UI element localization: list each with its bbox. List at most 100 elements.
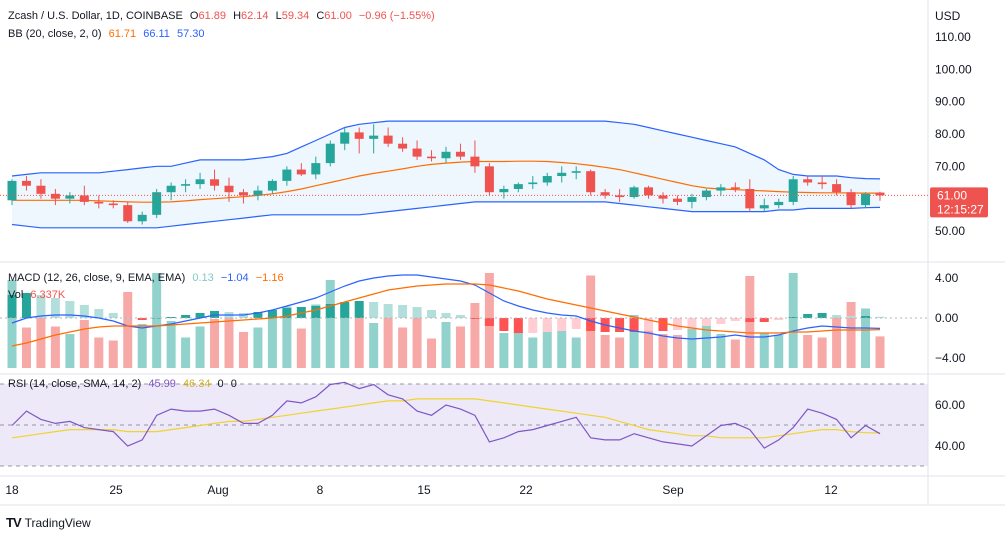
macd-hist-bar <box>644 318 654 331</box>
macd-hist-bar <box>282 308 292 318</box>
candle-body <box>470 156 480 167</box>
rsi-extra-1: 0 <box>217 378 224 390</box>
candle-body <box>166 185 176 193</box>
candle-body <box>716 187 726 191</box>
volume-bar <box>108 340 118 368</box>
macd-hist-bar <box>672 318 682 330</box>
macd-hist-bar <box>94 309 104 318</box>
macd-hist-bar <box>383 304 393 318</box>
bb-basis-value: 61.71 <box>108 28 137 40</box>
volume-bar <box>137 324 147 368</box>
macd-hist-bar <box>79 305 89 318</box>
rsi-lines <box>0 381 928 467</box>
macd-hist-bar <box>137 318 147 320</box>
rsi-label[interactable]: RSI (14, close, SMA, 14, 2) <box>8 378 142 390</box>
macd-hist-bar <box>325 304 335 318</box>
macd-value: −1.04 <box>220 272 249 284</box>
candle-body <box>311 163 321 175</box>
macd-hist-bar <box>7 295 17 318</box>
volume-bar <box>441 322 451 368</box>
volume-bar <box>79 320 89 368</box>
candle-body <box>412 148 422 157</box>
macd-legend: MACD (12, 26, close, 9, EMA, EMA) 0.13 −… <box>8 272 288 285</box>
macd-label[interactable]: MACD (12, 26, close, 9, EMA, EMA) <box>8 272 186 284</box>
macd-hist-bar <box>875 316 885 318</box>
macd-hist-bar <box>21 293 31 318</box>
rsi-legend: RSI (14, close, SMA, 14, 2) 45.99 46.34 … <box>8 378 241 391</box>
macd-hist-bar <box>774 318 784 320</box>
rsi-line <box>11 381 881 449</box>
macd-hist-bar <box>253 312 263 318</box>
macd-hist-bar <box>499 318 509 331</box>
candle-body <box>137 214 147 222</box>
tradingview-branding[interactable]: TV TradingView <box>6 515 91 530</box>
volume-bar <box>571 337 581 368</box>
macd-hist-bar <box>50 298 60 318</box>
volume-bar <box>311 304 321 368</box>
volume-bar <box>470 303 480 368</box>
rsi-value: 45.99 <box>148 378 176 390</box>
macd-hist-bar <box>861 316 871 318</box>
volume-bar <box>658 334 668 368</box>
volume-bar <box>398 327 408 368</box>
macd-hist-bar <box>803 314 813 318</box>
countdown-timer: 12:15:27 <box>937 202 984 216</box>
candle-body <box>672 198 682 202</box>
volume-bar <box>325 280 335 368</box>
volume-bar <box>296 328 306 368</box>
candle-body <box>542 176 552 183</box>
candle-body <box>94 201 104 204</box>
volume-bar <box>267 314 277 368</box>
candle-body <box>36 185 46 194</box>
volume-bar <box>730 339 740 368</box>
candle-body <box>557 172 567 177</box>
brand-name: TradingView <box>24 515 91 530</box>
price-axis-tick: 70.00 <box>935 159 965 173</box>
volume-bar <box>644 319 654 368</box>
candle-body <box>803 179 813 183</box>
high-label: H <box>233 10 242 22</box>
macd-hist-bar <box>340 302 350 318</box>
macd-hist-value: 0.13 <box>192 272 214 284</box>
macd-hist-bar <box>484 318 494 326</box>
x-axis-tick: Sep <box>662 483 684 497</box>
symbol-title[interactable]: Zcash / U.S. Dollar, 1D, COINBASE <box>8 10 183 22</box>
candle-body <box>600 192 610 196</box>
volume-bar <box>875 336 885 368</box>
volume-bar <box>412 315 422 368</box>
bb-lower-line <box>11 201 881 229</box>
volume-bar <box>499 333 509 368</box>
macd-hist-bar <box>65 301 75 318</box>
x-axis-tick: 15 <box>417 483 431 497</box>
price-axis-tick: 90.00 <box>935 95 965 109</box>
volume-bar <box>253 327 263 368</box>
volume-bar <box>788 273 798 368</box>
price-axis-currency: USD <box>935 9 961 23</box>
volume-bar <box>340 304 350 368</box>
vol-label[interactable]: Vol <box>8 289 24 301</box>
low-label: L <box>275 10 282 22</box>
macd-hist-bar <box>36 295 46 318</box>
volume-bar <box>716 334 726 368</box>
candle-body <box>528 182 538 185</box>
macd-hist-bar <box>123 318 133 319</box>
candle-body <box>354 132 364 139</box>
macd-hist-bar <box>687 318 697 329</box>
volume-bar <box>774 335 784 368</box>
volume-bar <box>282 306 292 368</box>
candle-body <box>152 192 162 215</box>
candle-body <box>282 169 292 181</box>
price-pane <box>0 0 928 262</box>
candle-body <box>441 151 451 159</box>
change-value: −0.96 (−1.55%) <box>358 10 435 22</box>
candle-body <box>325 143 335 164</box>
bb-label[interactable]: BB (20, close, 2, 0) <box>8 28 102 40</box>
macd-hist-bar <box>311 306 321 318</box>
volume-bar <box>166 321 176 368</box>
volume-bar <box>94 337 104 368</box>
macd-hist-bar <box>455 315 465 318</box>
macd-hist-bar <box>629 318 639 332</box>
candles[interactable] <box>7 124 885 225</box>
candle-body <box>644 187 654 196</box>
candle-body <box>759 205 769 209</box>
